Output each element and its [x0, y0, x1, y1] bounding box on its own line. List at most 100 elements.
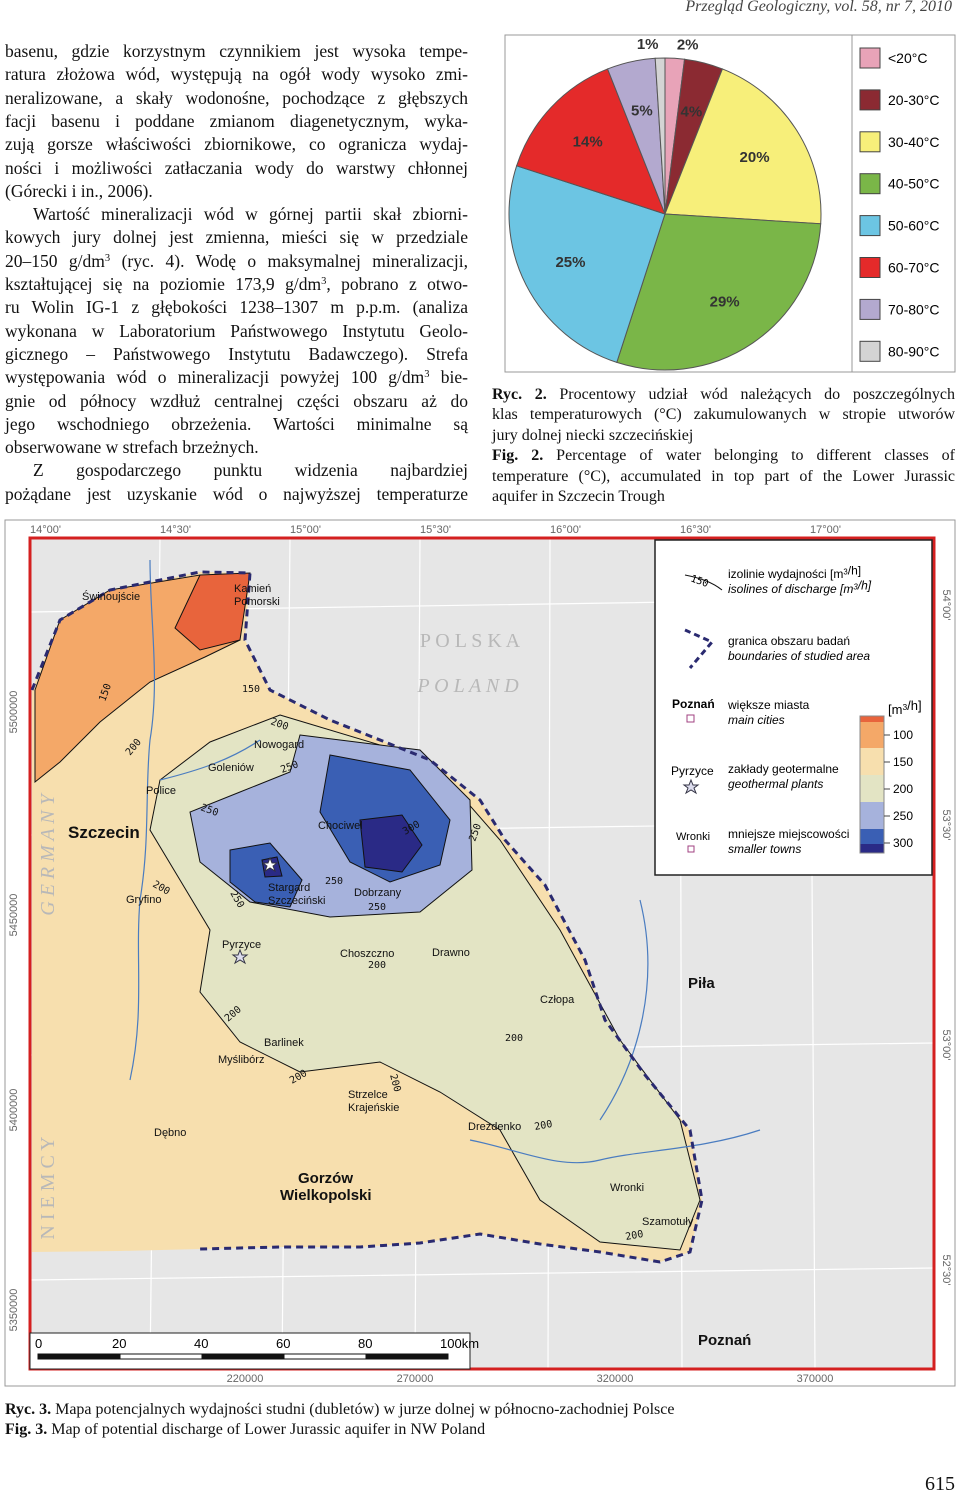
easting-label: 370000 [797, 1373, 834, 1385]
map-legend-box [654, 539, 933, 876]
body-text-line: gnie od północy wzdłuż centralnej części… [5, 390, 468, 413]
place-label: Człopa [540, 994, 575, 1006]
legend-sample: Poznań [672, 697, 715, 711]
body-text-line-part: ratura złożowa wód, występują na ogół wo… [5, 64, 468, 85]
slice-label: 29% [710, 294, 740, 311]
isoline-label: 200 [368, 960, 386, 971]
place-label: Dobrzany [354, 887, 402, 899]
pie-slice [616, 213, 822, 371]
body-text-line: Wartość mineralizacji wód w górnej parti… [5, 203, 468, 226]
discharge-zones [32, 572, 702, 1262]
slice-label: 14% [573, 133, 603, 150]
slice-label: 1% [637, 36, 659, 53]
body-text-line: facji basenu i poddane zmianom diagenety… [5, 110, 468, 133]
slice-label: 4% [681, 103, 703, 120]
page-number-part: 615 [925, 1473, 955, 1495]
isoline-label: 250 [325, 876, 343, 887]
longitude-label: 14°30' [160, 524, 191, 536]
caption-line-part: Procentowy udział wód należących do posz… [546, 386, 955, 403]
body-text-line: występowania wód o mineralizacji powyżej… [5, 366, 468, 389]
caption-line-part: Fig. 2. [492, 447, 544, 465]
caption-line: jury dolnej niecki szczecińskiej [492, 426, 955, 446]
latitude-label: 52°30' [940, 1255, 952, 1286]
body-text-line-part: 3 [424, 369, 430, 381]
legend-text-en: isolines of discharge [m3/h] [728, 578, 872, 596]
latitude-label: 53°30' [940, 810, 952, 841]
place-label: Chociwel [318, 820, 363, 832]
scale-bar-segment [283, 1353, 367, 1360]
isoline-label: 200 [387, 1073, 402, 1093]
body-text-line: (Górecki i in., 2006). [5, 180, 468, 203]
isoline-label: 200 [505, 1033, 523, 1044]
caption-line-part: klas temperaturowych (°C) zakumulowanych… [492, 406, 955, 424]
body-text-line: gicznego – Państwowego Instytutu Badawcz… [5, 343, 468, 366]
plant-symbol [231, 948, 249, 965]
body-text-line-part: , pobrano z otwo- [326, 274, 468, 294]
scale-label: 100 [893, 728, 913, 742]
body-text-line-part: pożądane jest uzyskanie wód o najwyższej… [5, 483, 468, 504]
body-text-line-part: zują gorsze właściwości zbiornikowe, co … [5, 134, 468, 155]
scale-label: 250 [893, 809, 913, 823]
map-frame [28, 536, 936, 1371]
caption-line-part: jury dolnej niecki szczecińskiej [492, 426, 694, 444]
body-text-line: basenu, gdzie korzystnym czynnikiem jest… [5, 40, 468, 63]
scale-bar-label: 40 [194, 1336, 208, 1351]
legend-text: izolinie wydajności [m3/h] [728, 563, 861, 581]
pie-slice [516, 68, 666, 215]
body-text-line: pożądane jest uzyskanie wód o najwyższej… [5, 483, 468, 506]
body-text-line-part: Z gospodarczego punktu widzenia najbardz… [33, 460, 468, 481]
legend-swatch [859, 89, 881, 111]
scale-bar-label: 80 [358, 1336, 372, 1351]
place-label: Dębno [154, 1127, 186, 1139]
body-text-line-part: ności i możliwości zatłaczania wody do w… [5, 157, 468, 178]
scale-bar-label: 100km [440, 1336, 479, 1351]
scale-unit: [m3/h] [888, 698, 922, 717]
body-text-line-part: neralizowane, a skały wodonośne, pochodz… [5, 87, 468, 108]
scale-label: 200 [893, 782, 913, 796]
slice-label: 20% [740, 149, 770, 166]
rivers [129, 559, 761, 1164]
caption-line-part: aquifer in Szczecin Trough [492, 488, 665, 505]
legend-swatch [859, 173, 881, 195]
caption-line-part: Mapa potencjalnych wydajności studni (du… [51, 1401, 675, 1418]
place-label: Poznań [698, 1332, 751, 1349]
place-label: Piła [688, 975, 715, 992]
place-label: Świnoujście [82, 590, 140, 603]
isoline-sample [684, 574, 723, 591]
isoline-label: 250 [368, 902, 386, 913]
legend-label: 40-50°C [888, 176, 940, 192]
scale-bar-label: 20 [112, 1336, 126, 1351]
scale-frame [859, 715, 885, 854]
legend-label: 20-30°C [888, 92, 940, 108]
northing-label: 5350000 [8, 1289, 20, 1332]
legend-label: 30-40°C [888, 134, 940, 150]
slice-label: 5% [631, 102, 653, 119]
caption-line: klas temperaturowych (°C) zakumulowanych… [492, 405, 955, 425]
place-label: Szczecin [68, 823, 140, 842]
body-text-line: zują gorsze właściwości zbiornikowe, co … [5, 133, 468, 156]
place-label: Goleniów [208, 762, 254, 774]
place-label: Wielkopolski [280, 1187, 372, 1204]
pie-slice [664, 68, 822, 225]
scale-swatch [860, 829, 884, 844]
country-label: P O L A N D [416, 675, 519, 697]
caption-line: Fig. 2. Percentage of water belonging to… [492, 446, 955, 466]
boundary-sample [684, 628, 715, 669]
legend-label: 50-60°C [888, 218, 940, 234]
place-label: Kamień [234, 583, 271, 595]
body-text-line-part: 20–150 g/dm [5, 250, 105, 271]
easting-label: 320000 [597, 1373, 634, 1385]
body-text-line: ru Wolin IG-1 z głębokości 1238–1307 m p… [5, 296, 468, 319]
plant-symbol [682, 778, 700, 795]
zone [359, 814, 423, 873]
body-text-line-part: 3 [104, 252, 111, 264]
caption-line-part: temperature (°C), accumulated in top par… [492, 467, 955, 485]
longitude-label: 15°00' [290, 524, 321, 536]
plant-symbol [261, 856, 279, 873]
body-text-line-part: gnie od północy wzdłuż centralnej części… [5, 390, 468, 411]
legend-text-en: boundaries of studied area [728, 649, 870, 663]
legend-text-part: izolinie wydajności [m [728, 567, 843, 581]
isoline-label: 150 [242, 684, 260, 695]
legend-label: 80-90°C [888, 343, 940, 359]
longitude-label: 14°00' [30, 524, 61, 536]
